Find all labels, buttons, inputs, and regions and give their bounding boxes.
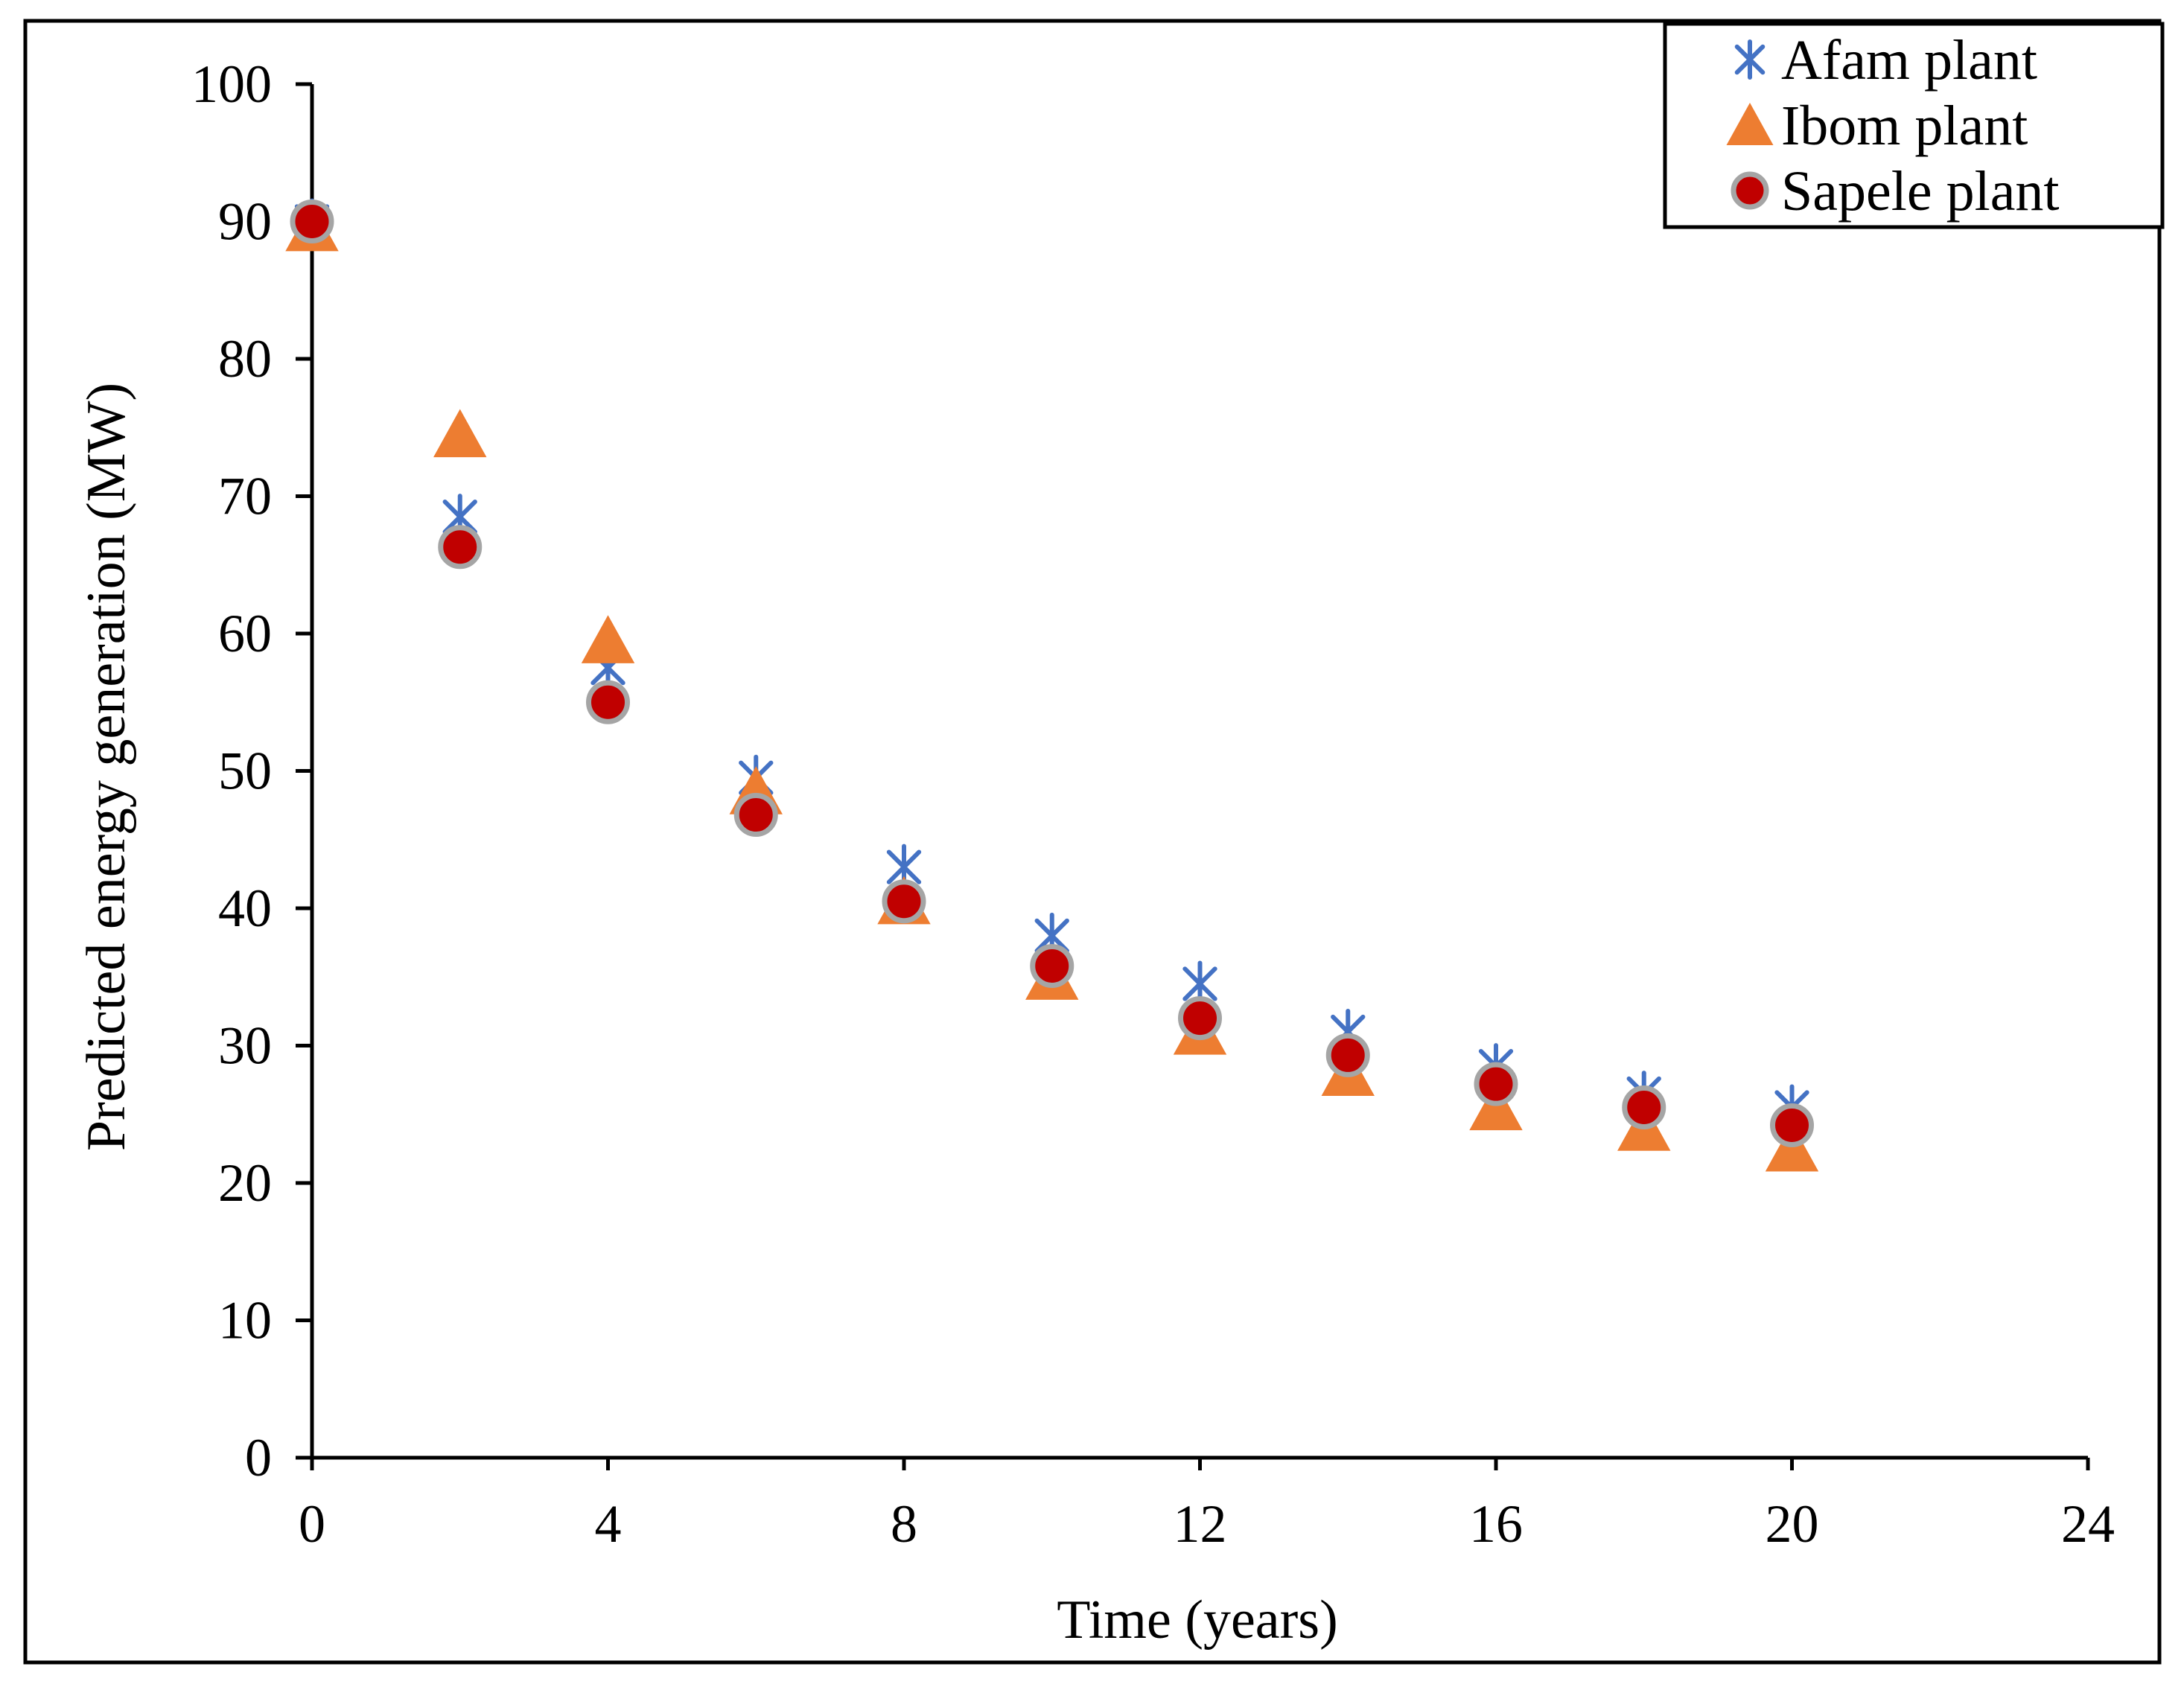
- legend-marker-triangle: [1726, 103, 1774, 145]
- y-tick-label: 50: [218, 742, 272, 801]
- x-tick-label: 0: [299, 1494, 325, 1554]
- legend-marker-circle: [1731, 171, 1769, 210]
- data-point-circle: [438, 525, 483, 570]
- series-sapele-plant: [290, 200, 1814, 1148]
- data-point-triangle: [1469, 1082, 1523, 1131]
- data-point-circle: [1622, 1085, 1666, 1130]
- legend-label: Sapele plant: [1781, 160, 2060, 223]
- data-point-circle: [882, 879, 926, 924]
- y-tick-label: 90: [218, 192, 272, 252]
- x-tick-label: 4: [595, 1494, 622, 1554]
- data-point-circle: [1325, 1033, 1370, 1077]
- y-tick-label: 0: [245, 1428, 272, 1487]
- data-point-triangle: [1765, 1123, 1819, 1172]
- x-tick-label: 20: [1766, 1494, 1819, 1554]
- legend-label: Afam plant: [1781, 29, 2037, 92]
- y-tick-label: 70: [218, 467, 272, 526]
- data-point-circle: [1474, 1062, 1518, 1106]
- data-point-circle: [1178, 996, 1222, 1041]
- data-point-triangle: [581, 615, 635, 663]
- data-point-circle: [290, 200, 334, 243]
- data-point-circle: [1770, 1103, 1814, 1148]
- data-point-circle: [733, 793, 778, 838]
- y-tick-label: 10: [218, 1291, 272, 1350]
- y-tick-label: 20: [218, 1153, 272, 1213]
- chart-frame: [23, 19, 2162, 1665]
- x-tick-label: 16: [1469, 1494, 1523, 1554]
- data-point-circle: [586, 680, 630, 724]
- legend-marker-asterisk: [1734, 39, 1766, 80]
- data-point-triangle: [433, 409, 487, 458]
- y-tick-label: 100: [191, 54, 272, 114]
- data-point-circle: [1030, 943, 1075, 988]
- x-axis-title: Time (years): [1057, 1589, 1337, 1651]
- x-tick-label: 24: [2061, 1494, 2115, 1554]
- y-tick-label: 40: [218, 878, 272, 938]
- y-tick-label: 30: [218, 1016, 272, 1076]
- y-tick-label: 60: [218, 604, 272, 663]
- x-tick-label: 12: [1174, 1494, 1227, 1554]
- legend-label: Ibom plant: [1781, 95, 2028, 157]
- x-tick-label: 8: [891, 1494, 917, 1554]
- y-axis-title: Predicted energy generation (MW): [76, 383, 137, 1151]
- y-tick-label: 80: [218, 329, 272, 389]
